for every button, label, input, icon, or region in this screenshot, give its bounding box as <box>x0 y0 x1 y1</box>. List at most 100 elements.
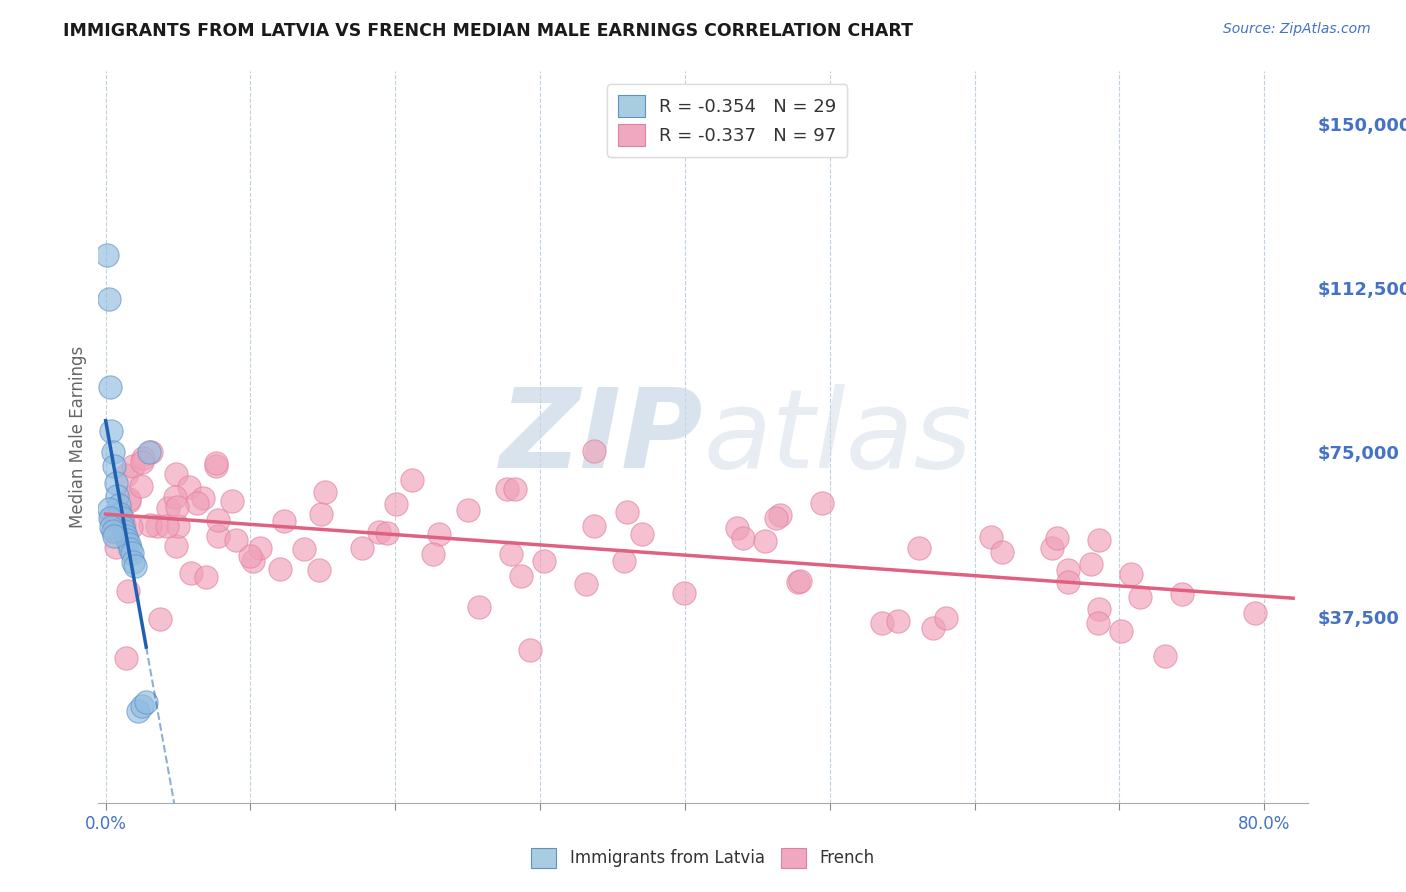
Point <box>754 533 776 548</box>
Point <box>149 612 172 626</box>
Point <box>104 476 127 491</box>
Point <box>96 248 118 262</box>
Point <box>105 489 128 503</box>
Point <box>100 520 122 534</box>
Point <box>207 512 229 526</box>
Point <box>1057 563 1080 577</box>
Point <box>205 458 228 473</box>
Point <box>733 531 755 545</box>
Point <box>97 502 120 516</box>
Point <box>221 494 243 508</box>
Point <box>127 704 149 718</box>
Point <box>204 456 226 470</box>
Point <box>907 541 929 555</box>
Point <box>104 524 127 539</box>
Point <box>1129 590 1152 604</box>
Point <box>503 482 526 496</box>
Point <box>112 520 135 534</box>
Point <box>519 642 541 657</box>
Point <box>165 491 187 505</box>
Point <box>401 473 423 487</box>
Point <box>98 511 121 525</box>
Legend: Immigrants from Latvia, French: Immigrants from Latvia, French <box>524 841 882 875</box>
Point <box>115 528 138 542</box>
Point <box>131 455 153 469</box>
Point <box>103 528 125 542</box>
Point <box>616 505 638 519</box>
Point <box>980 530 1002 544</box>
Point <box>672 586 695 600</box>
Point <box>575 577 598 591</box>
Point <box>225 533 247 547</box>
Point <box>186 496 208 510</box>
Point <box>422 547 444 561</box>
Point <box>582 443 605 458</box>
Point <box>1088 602 1111 616</box>
Point <box>239 549 262 564</box>
Point <box>886 614 908 628</box>
Point <box>990 545 1012 559</box>
Point <box>613 554 636 568</box>
Point <box>1243 606 1265 620</box>
Point <box>124 559 146 574</box>
Legend: R = -0.354   N = 29, R = -0.337   N = 97: R = -0.354 N = 29, R = -0.337 N = 97 <box>607 84 848 157</box>
Point <box>120 541 142 556</box>
Point <box>308 563 330 577</box>
Point <box>314 484 336 499</box>
Point <box>375 526 398 541</box>
Point <box>146 519 169 533</box>
Point <box>114 524 136 539</box>
Point <box>121 546 143 560</box>
Point <box>810 496 832 510</box>
Point <box>273 515 295 529</box>
Point <box>242 554 264 568</box>
Point <box>1119 567 1142 582</box>
Point <box>117 583 139 598</box>
Point <box>583 519 606 533</box>
Point <box>118 494 141 508</box>
Point <box>112 518 135 533</box>
Point <box>269 562 291 576</box>
Point <box>104 541 127 555</box>
Point <box>384 497 406 511</box>
Point <box>166 540 188 554</box>
Point <box>468 599 491 614</box>
Point <box>100 511 122 525</box>
Point <box>121 458 143 473</box>
Point <box>1045 531 1067 545</box>
Point <box>725 521 748 535</box>
Point <box>118 537 141 551</box>
Point <box>107 498 129 512</box>
Point <box>120 520 142 534</box>
Point <box>935 611 957 625</box>
Point <box>765 511 787 525</box>
Text: ZIP: ZIP <box>499 384 703 491</box>
Point <box>138 445 160 459</box>
Point <box>1154 648 1177 663</box>
Point <box>131 479 153 493</box>
Point <box>139 445 162 459</box>
Point <box>180 566 202 580</box>
Point <box>131 699 153 714</box>
Point <box>98 380 121 394</box>
Point <box>117 533 139 547</box>
Point <box>135 695 157 709</box>
Point <box>118 491 141 506</box>
Point <box>249 541 271 556</box>
Point <box>789 574 811 588</box>
Point <box>1171 587 1194 601</box>
Point <box>115 651 138 665</box>
Point <box>122 555 145 569</box>
Point <box>631 526 654 541</box>
Point <box>166 500 188 514</box>
Point <box>1057 574 1080 589</box>
Point <box>870 615 893 630</box>
Point <box>108 507 131 521</box>
Point <box>115 468 138 483</box>
Point <box>922 621 945 635</box>
Text: Source: ZipAtlas.com: Source: ZipAtlas.com <box>1223 22 1371 37</box>
Y-axis label: Median Male Earnings: Median Male Earnings <box>69 346 87 528</box>
Point <box>156 500 179 515</box>
Point <box>165 467 187 482</box>
Point <box>97 292 120 306</box>
